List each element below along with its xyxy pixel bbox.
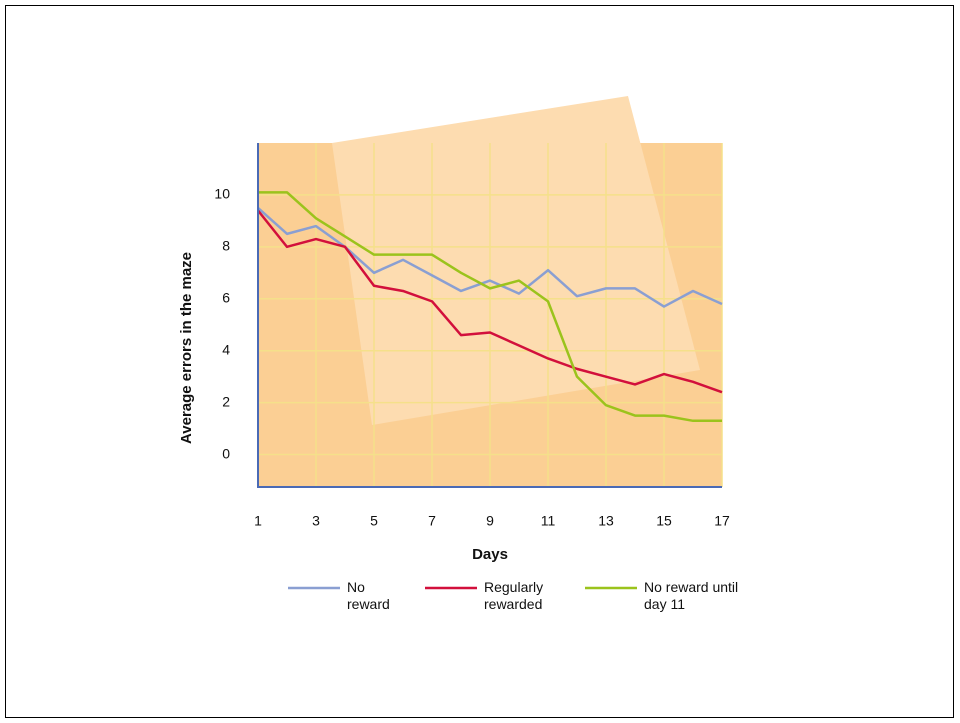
chart: Days Average errors in the maze 0 2 4 6 8 10 1…	[0, 0, 960, 723]
x-tick-label: 5	[370, 513, 378, 529]
legend-label: No reward until day 11	[644, 579, 739, 613]
y-tick-label: 0	[222, 445, 230, 461]
x-tick-label: 3	[312, 513, 320, 529]
y-axis-title: Average errors in the maze	[178, 252, 195, 444]
y-tick-label: 8	[222, 238, 230, 254]
x-tick-label: 13	[598, 513, 614, 529]
x-tick-label: 9	[486, 513, 494, 529]
y-tick-label: 6	[222, 289, 230, 305]
y-tick-label: 4	[222, 341, 230, 357]
x-tick-label: 11	[541, 513, 556, 529]
y-tick-label: 10	[214, 186, 230, 202]
x-tick-label: 17	[714, 513, 730, 529]
x-tick-label: 7	[428, 513, 436, 529]
x-tick-label: 15	[656, 513, 672, 529]
page: Days Average errors in the maze 0 2 4 6 8 10 1…	[0, 0, 960, 723]
legend-label: No reward	[347, 579, 397, 613]
legend-label: Regularly rewarded	[484, 579, 564, 613]
x-tick-label: 1	[254, 513, 262, 529]
y-tick-label: 2	[222, 393, 230, 409]
x-axis-title: Days	[472, 546, 508, 563]
